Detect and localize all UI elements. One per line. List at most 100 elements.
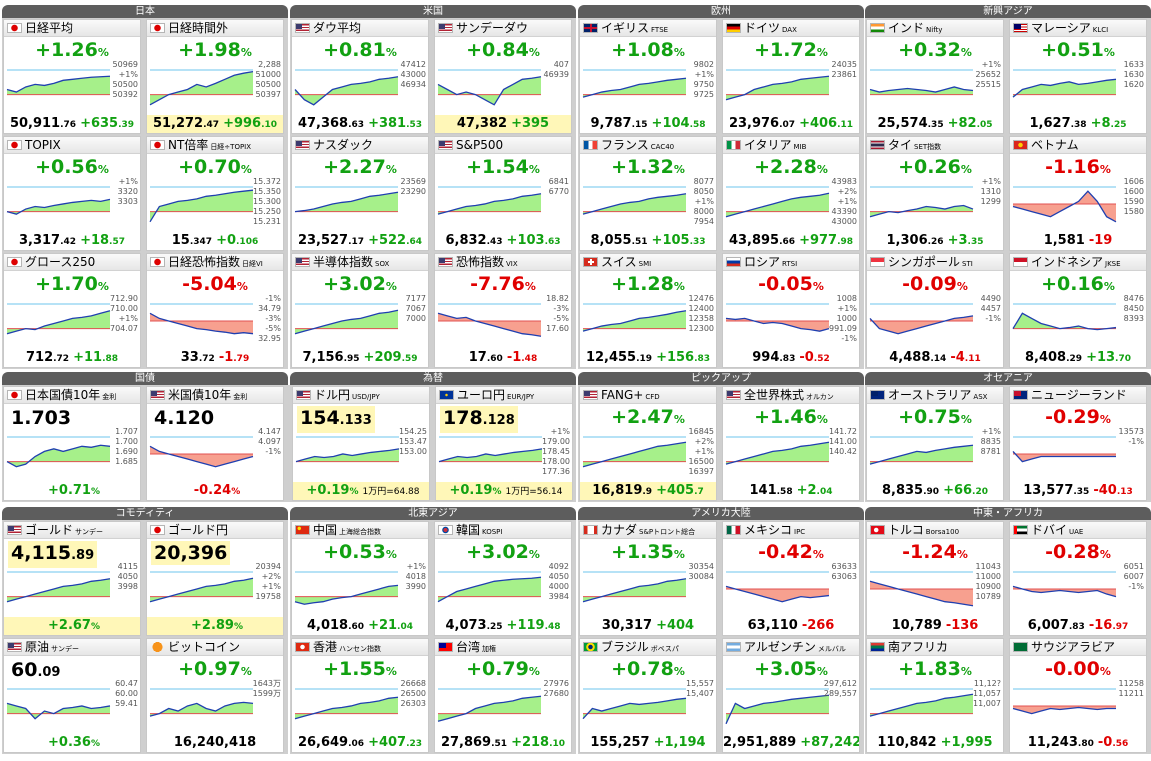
card-header[interactable]: ベトナム (1010, 137, 1146, 154)
card-header[interactable]: 恐怖指数 VIX (435, 254, 571, 271)
market-card[interactable]: 4490 4457 -1% シンガポール STI -0.09% 4,488.14 -4.11 (866, 253, 1004, 368)
market-card[interactable]: 23569 23290 ナスダック +2.27% 23,527.17 +522.64 (291, 136, 429, 251)
card-header[interactable]: 日経平均 (4, 20, 140, 37)
market-card[interactable]: 8476 8450 8393 インドネシア JKSE +0.16% 8,408.29 +13.… (1009, 253, 1147, 368)
market-card[interactable]: 1633 1630 1620 マレーシア KLCI +0.51% 1,627.38 +8.25 (1009, 19, 1147, 134)
market-card[interactable]: 18.82 -3% -5% 17.60 恐怖指数 VIX -7.76% 17.60 -1.48 (434, 253, 572, 368)
market-card[interactable]: 50969 +1% 50500 50392 日経平均 +1.26% 50,911.76 +63… (3, 19, 141, 134)
market-card[interactable]: 47412 43000 46934 ダウ平均 +0.81% 47,368.63 +381.5… (291, 19, 429, 134)
card-header[interactable]: イタリア MIB (723, 137, 859, 154)
price-change-decimal: .64 (406, 237, 423, 247)
market-card[interactable]: 9802 +1% 9750 9725 イギリス FTSE +1.08% 9,787.15 +10… (579, 19, 717, 134)
market-card[interactable]: 141.72 141.00 140.42 全世界株式 オルカン +1.46% 141.58 +… (722, 386, 860, 501)
card-header[interactable]: サンデーダウ (435, 20, 571, 37)
card-header[interactable]: S&P500 (435, 137, 571, 154)
price-chart (1012, 571, 1117, 598)
market-card[interactable]: 1008 +1% 1000 991.09 -1% ロシア RTSI -0.05% 994.83-… (722, 253, 860, 368)
card-header[interactable]: シンガポール STI (867, 254, 1003, 271)
card-header[interactable]: ゴールド サンデー (4, 522, 140, 539)
card-header[interactable]: 日本国債10年 金利 (4, 387, 140, 404)
market-card[interactable]: 2,288 51000 50500 50397 日経時間外 +1.98% 51,272.47… (146, 19, 284, 134)
card-header[interactable]: ドイツ DAX (723, 20, 859, 37)
market-card[interactable]: +1% 25652 25515 インド Nifty +0.32% 25,574.35 +82.… (866, 19, 1004, 134)
market-card[interactable]: +1% 3320 3303 TOPIX +0.56% 3,317.42 +18.57 (3, 136, 141, 251)
card-header[interactable]: インド Nifty (867, 20, 1003, 37)
card-header[interactable]: マレーシア KLCI (1010, 20, 1146, 37)
card-header[interactable]: ナスダック (292, 137, 428, 154)
market-card[interactable]: 30354 30084 カナダ S&Pトロント総合 +1.35% 30,317 +404 (579, 521, 717, 636)
card-header[interactable]: 韓国 KOSPI (435, 522, 571, 539)
card-header[interactable]: 日経恐怖指数 日経VI (147, 254, 283, 271)
market-card[interactable]: 6051 6007 -1% ドバイ UAE -0.28% 6,007.83 -16.97 (1009, 521, 1147, 636)
card-header[interactable]: インドネシア JKSE (1010, 254, 1146, 271)
market-card[interactable]: 27976 27680 台湾 加権 +0.79% 27,869.51 +218.10 (434, 638, 572, 753)
market-card[interactable]: +1% 179.00 178.45 178.00 177.36 ユーロ円 EUR/JPY 17… (435, 386, 573, 501)
market-card[interactable]: 20394 +2% +1% 19758 ゴールド円 20,396 +2.89% (146, 521, 284, 636)
market-card[interactable]: +1% 1310 1299 タイ SET指数 +0.26% 1,306.26 +3.35 (866, 136, 1004, 251)
card-header[interactable]: カナダ S&Pトロント総合 (580, 522, 716, 539)
market-card[interactable]: 60.47 60.00 59.41 原油 サンデー 60.09 +0.36% (3, 638, 141, 753)
market-card[interactable]: 24035 23861 ドイツ DAX +1.72% 23,976.07 +406.11 (722, 19, 860, 134)
card-header[interactable]: 全世界株式 オルカン (723, 387, 859, 404)
market-card[interactable]: 712.90 710.00 +1% 704.07 グロース250 +1.70% 712.72… (3, 253, 141, 368)
card-header[interactable]: FANG+ CFD (580, 387, 716, 404)
market-card[interactable]: +1% 4018 3990 中国 上海総合指数 +0.53% 4,018.60 +21.04 (291, 521, 429, 636)
card-header[interactable]: ニュージーランド (1010, 387, 1146, 404)
market-card[interactable]: -1% 34.79 -3% -5% 32.95 日経恐怖指数 日経VI -5.04% 33.72… (146, 253, 284, 368)
card-header[interactable]: ブラジル ボベスパ (580, 639, 716, 656)
card-header[interactable]: NT倍率 日経÷TOPIX (147, 137, 283, 154)
market-card[interactable]: 15.372 15.350 15.300 15.250 15.231 NT倍率 日経÷TOP… (146, 136, 284, 251)
market-card[interactable]: 15,557 15,407 ブラジル ボベスパ +0.78% 155,257 +1,194 (579, 638, 717, 753)
market-card[interactable]: 11258 11211 サウジアラビア -0.00% 11,243.80 -0.56 (1009, 638, 1147, 753)
card-header[interactable]: トルコ Borsa100 (867, 522, 1003, 539)
card-header[interactable]: TOPIX (4, 137, 140, 154)
card-header[interactable]: 米国債10年 金利 (147, 387, 283, 404)
market-card[interactable]: 1606 1600 1590 1580 ベトナム -1.16% 1,581 -19 (1009, 136, 1147, 251)
market-card[interactable]: 1.707 1.700 1.690 1.685 日本国債10年 金利 1.703 +0.71% (3, 386, 141, 501)
market-card[interactable]: 4115 4050 3998 ゴールド サンデー 4,115.89 +2.67% (3, 521, 141, 636)
card-header[interactable]: グロース250 (4, 254, 140, 271)
usa-flag-icon (438, 23, 453, 33)
market-card[interactable]: 11,12? 11,057 11,007 南アフリカ +1.83% 110,842 +1,9… (866, 638, 1004, 753)
card-header[interactable]: オーストラリア ASX (867, 387, 1003, 404)
card-header[interactable]: イギリス FTSE (580, 20, 716, 37)
card-header[interactable]: メキシコ IPC (723, 522, 859, 539)
card-header[interactable]: ゴールド円 (147, 522, 283, 539)
card-header[interactable]: 半導体指数 SOX (292, 254, 428, 271)
market-card[interactable]: 11043 11000 10900 10789 トルコ Borsa100 -1.24% 10,… (866, 521, 1004, 636)
card-header[interactable]: 原油 サンデー (4, 639, 140, 656)
card-header[interactable]: フランス CAC40 (580, 137, 716, 154)
card-header[interactable]: ドバイ UAE (1010, 522, 1146, 539)
market-card[interactable]: 4092 4050 4000 3984 韓国 KOSPI +3.02% 4,073.25 +11… (434, 521, 572, 636)
card-header[interactable]: タイ SET指数 (867, 137, 1003, 154)
market-card[interactable]: 12476 12400 12358 12300 スイス SMI +1.28% 12,455.1… (579, 253, 717, 368)
market-card[interactable]: 407 46939 サンデーダウ +0.84% 47,382 +395 (434, 19, 572, 134)
card-header[interactable]: ドル円 USD/JPY (293, 387, 429, 404)
card-header[interactable]: 中国 上海総合指数 (292, 522, 428, 539)
market-card[interactable]: 297,612 289,557 アルゼンチン メルバル +3.05% 2,951,889 +… (722, 638, 860, 753)
market-card[interactable]: 1643万 1599万 ビットコイン +0.97% 16,240,418 (146, 638, 284, 753)
card-header[interactable]: スイス SMI (580, 254, 716, 271)
card-header[interactable]: 南アフリカ (867, 639, 1003, 656)
card-header[interactable]: アルゼンチン メルバル (723, 639, 859, 656)
card-header[interactable]: サウジアラビア (1010, 639, 1146, 656)
market-card[interactable]: 6841 6770 S&P500 +1.54% 6,832.43 +103.63 (434, 136, 572, 251)
card-header[interactable]: ユーロ円 EUR/JPY (436, 387, 572, 404)
card-header[interactable]: ビットコイン (147, 639, 283, 656)
market-card[interactable]: 43983 +2% +1% 43390 43000 イタリア MIB +2.28% 43,895… (722, 136, 860, 251)
market-card[interactable]: 26668 26500 26303 香港 ハンセン指数 +1.55% 26,649.06 +4… (291, 638, 429, 753)
card-header[interactable]: 日経時間外 (147, 20, 283, 37)
market-card[interactable]: 4.147 4.097 -1% 米国債10年 金利 4.120 -0.24% (146, 386, 284, 501)
market-card[interactable]: 13573 -1% ニュージーランド -0.29% 13,577.35 -40.13 (1009, 386, 1147, 501)
market-card[interactable]: 154.25 153.47 153.00 ドル円 USD/JPY 154.133 +0.19… (292, 386, 430, 501)
card-header[interactable]: 台湾 加権 (435, 639, 571, 656)
card-header[interactable]: ロシア RTSI (723, 254, 859, 271)
card-header[interactable]: ダウ平均 (292, 20, 428, 37)
market-card[interactable]: 16845 +2% +1% 16500 16397 FANG+ CFD +2.47% 16,81… (579, 386, 717, 501)
market-card[interactable]: 7177 7067 7000 半導体指数 SOX +3.02% 7,156.95 +209.5… (291, 253, 429, 368)
market-card[interactable]: 8077 8050 +1% 8000 7954 フランス CAC40 +1.32% 8,055.… (579, 136, 717, 251)
market-card[interactable]: 63633 63063 メキシコ IPC -0.42% 63,110 -266 (722, 521, 860, 636)
card-header[interactable]: 香港 ハンセン指数 (292, 639, 428, 656)
market-card[interactable]: +1% 8835 8781 オーストラリア ASX +0.75% 8,835.90 +66.2… (866, 386, 1004, 501)
price-chart (6, 186, 111, 215)
